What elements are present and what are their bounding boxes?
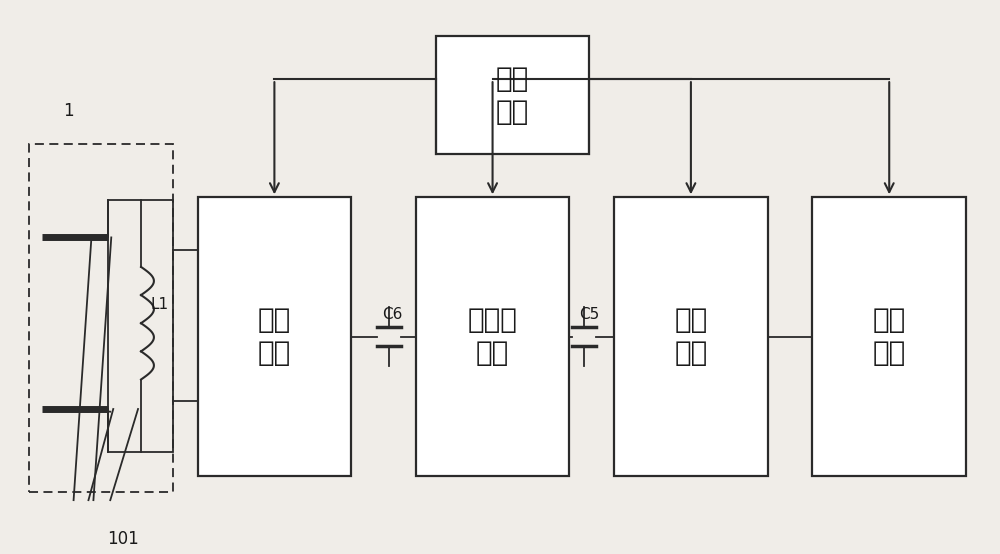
Text: 电源
模块: 电源 模块 [496, 65, 529, 126]
Bar [812, 197, 966, 476]
Text: 预分频
模块: 预分频 模块 [468, 306, 518, 367]
Text: L1: L1 [151, 297, 169, 312]
Text: 处理
模块: 处理 模块 [873, 306, 906, 367]
Text: C5: C5 [579, 307, 600, 322]
Bar [614, 197, 768, 476]
Bar [198, 197, 351, 476]
Bar [436, 37, 589, 155]
Bar [416, 197, 569, 476]
Text: 1: 1 [63, 102, 74, 120]
Text: 振荡
模块: 振荡 模块 [258, 306, 291, 367]
Text: C6: C6 [382, 307, 402, 322]
Bar [29, 143, 173, 492]
Bar [108, 200, 173, 452]
Text: 计数
模块: 计数 模块 [674, 306, 708, 367]
Text: 101: 101 [107, 530, 139, 548]
